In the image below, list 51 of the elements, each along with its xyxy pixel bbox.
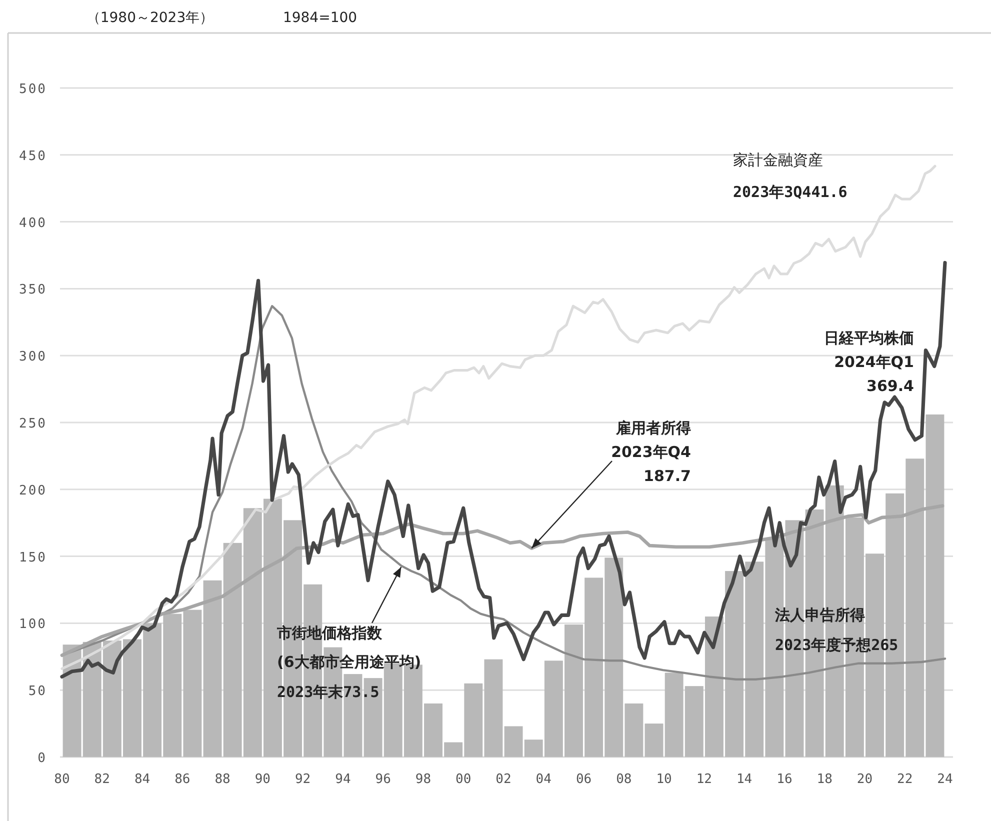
x-tick-label: 12 xyxy=(696,772,712,787)
x-tick-label: 18 xyxy=(816,772,832,787)
x-tick-label: 88 xyxy=(214,772,230,787)
x-tick-label: 96 xyxy=(375,772,391,787)
x-tick-label: 20 xyxy=(856,772,873,787)
x-tick-label: 98 xyxy=(415,772,432,787)
x-tick-label: 94 xyxy=(335,772,351,787)
y-tick-label: 250 xyxy=(19,416,47,432)
annotation: 市街地価格指数 xyxy=(276,624,383,642)
x-tick-label: 06 xyxy=(576,772,592,787)
annotation: 369.4 xyxy=(866,377,914,395)
x-tick-label: 02 xyxy=(496,772,512,787)
annotation: 家計金融資産 xyxy=(733,151,823,169)
annotation: 日経平均株価 xyxy=(824,329,914,347)
y-tick-label: 500 xyxy=(19,82,47,97)
annotation: 187.7 xyxy=(644,467,691,485)
x-tick-label: 80 xyxy=(54,772,70,787)
y-tick-label: 0 xyxy=(38,751,47,766)
y-tick-label: 50 xyxy=(28,684,47,700)
y-tick-label: 200 xyxy=(19,483,47,498)
annotation: 2023年度予想265 xyxy=(775,636,898,654)
bar xyxy=(203,580,222,757)
y-tick-label: 450 xyxy=(19,148,47,164)
x-tick-label: 14 xyxy=(736,772,752,787)
x-tick-label: 00 xyxy=(456,772,472,787)
y-tick-label: 150 xyxy=(19,550,47,566)
x-tick-label: 10 xyxy=(656,772,672,787)
x-tick-label: 24 xyxy=(937,772,953,787)
annotation: 2023年末73.5 xyxy=(277,683,380,701)
x-tick-label: 86 xyxy=(174,772,190,787)
x-tick-label: 04 xyxy=(536,772,552,787)
y-tick-label: 400 xyxy=(19,216,47,231)
annotation: 2023年3Q441.6 xyxy=(733,183,848,201)
annotation: 雇用者所得 xyxy=(615,419,691,437)
annotation: 2023年Q4 xyxy=(611,443,691,461)
chart-title: （1980～2023年） xyxy=(86,10,214,26)
x-tick-label: 22 xyxy=(897,772,913,787)
y-axis-title: 1984=100 xyxy=(282,10,358,26)
annotation: 2024年Q1 xyxy=(834,353,914,371)
x-tick-label: 92 xyxy=(294,772,311,787)
x-tick-label: 08 xyxy=(616,772,632,787)
x-tick-label: 16 xyxy=(776,772,792,787)
annotation: 法人申告所得 xyxy=(774,606,865,624)
bar xyxy=(644,724,664,757)
y-tick-label: 350 xyxy=(19,282,47,298)
x-tick-label: 84 xyxy=(134,772,150,787)
x-tick-label: 82 xyxy=(94,772,110,787)
annotation: (6大都市全用途平均) xyxy=(277,653,422,671)
x-tick-label: 90 xyxy=(254,772,271,787)
y-tick-label: 100 xyxy=(19,617,47,632)
y-tick-label: 300 xyxy=(19,350,47,365)
